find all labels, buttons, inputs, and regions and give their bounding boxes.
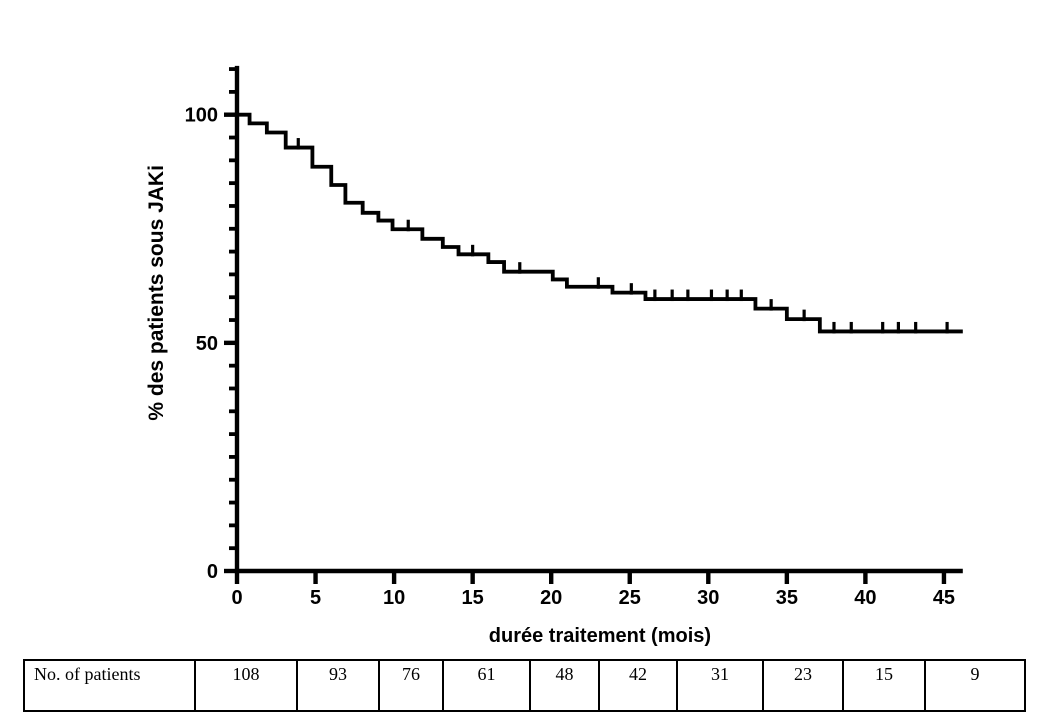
risk-count-cell: 15 xyxy=(842,659,926,712)
risk-count-cell: 42 xyxy=(598,659,678,712)
x-tick-label: 40 xyxy=(854,587,876,609)
axes xyxy=(234,65,963,574)
risk-count-cell: 31 xyxy=(676,659,764,712)
x-tick-label: 10 xyxy=(383,587,405,609)
risk-count-cell: 108 xyxy=(194,659,298,712)
risk-count-cell: 23 xyxy=(762,659,844,712)
risk-count-cell: 76 xyxy=(378,659,444,712)
y-axis-title: % des patients sous JAKi xyxy=(145,165,168,421)
censor-marks xyxy=(296,138,949,334)
risk-count-cell: 93 xyxy=(296,659,380,712)
x-tick-label: 30 xyxy=(697,587,719,609)
patients-at-risk-table: No. of patients 108 93 76 61 48 42 31 23 15 9 xyxy=(23,659,1026,712)
y-tick-label: 0 xyxy=(207,561,218,583)
y-tick-label: 50 xyxy=(196,333,218,355)
x-tick-label: 35 xyxy=(776,587,798,609)
y-tick-label: 100 xyxy=(185,105,218,127)
x-tick-label: 5 xyxy=(310,587,321,609)
x-tick-label: 20 xyxy=(540,587,562,609)
kaplan-meier-chart: 0 50 100 0 5 10 15 20 25 30 35 40 45 durée traitement… xyxy=(145,65,963,647)
risk-table-row: No. of patients 108 93 76 61 48 42 31 23 15 9 xyxy=(23,659,1026,712)
x-axis-title: durée traitement (mois) xyxy=(489,625,711,647)
axis-ticks xyxy=(224,67,947,584)
x-tick-label: 45 xyxy=(933,587,955,609)
risk-count-cell: 61 xyxy=(442,659,531,712)
x-tick-label: 15 xyxy=(462,587,484,609)
risk-count-cell: 48 xyxy=(529,659,600,712)
risk-count-cell: 9 xyxy=(924,659,1026,712)
risk-row-label: No. of patients xyxy=(23,659,196,712)
km-curve xyxy=(237,112,963,334)
axis-tick-labels: 0 50 100 0 5 10 15 20 25 30 35 40 45 xyxy=(185,105,955,609)
x-tick-label: 25 xyxy=(619,587,641,609)
x-tick-label: 0 xyxy=(231,587,242,609)
